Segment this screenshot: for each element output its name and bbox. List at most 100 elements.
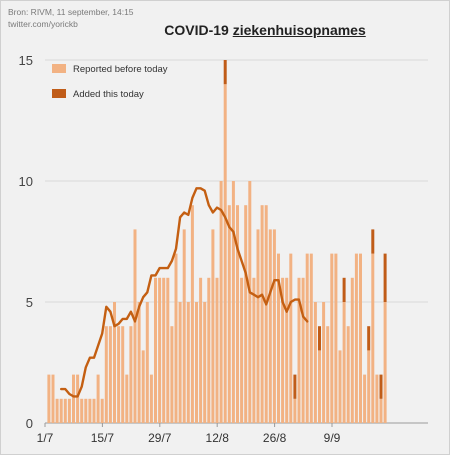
bar-reported: [162, 277, 166, 423]
bar-reported: [330, 253, 334, 423]
bar-reported: [63, 398, 67, 423]
bar-added: [223, 60, 227, 85]
bar-reported: [158, 277, 162, 423]
x-tick-label: 29/7: [148, 431, 172, 445]
bar-reported: [199, 277, 203, 423]
bar-reported: [84, 398, 88, 423]
y-tick-label: 0: [26, 416, 33, 431]
bar-reported: [313, 302, 317, 423]
bar-reported: [215, 277, 219, 423]
bar-reported: [92, 398, 96, 423]
x-tick-label: 26/8: [263, 431, 287, 445]
bar-reported: [182, 229, 186, 423]
bar-reported: [309, 253, 313, 423]
bar-reported: [166, 277, 170, 423]
bar-added: [383, 253, 387, 302]
bar-reported: [207, 277, 211, 423]
bar-reported: [67, 398, 71, 423]
bar-reported: [137, 302, 141, 423]
bar-reported: [231, 181, 235, 423]
legend-swatch: [52, 64, 66, 73]
bar-reported: [203, 302, 207, 423]
bar-reported: [149, 374, 153, 423]
y-tick-label: 5: [26, 295, 33, 310]
bar-reported: [268, 229, 272, 423]
bar-reported: [285, 277, 289, 423]
bar-reported: [129, 326, 133, 423]
x-tick-label: 9/9: [324, 431, 341, 445]
y-tick-label: 15: [19, 53, 33, 68]
chart-title-main: COVID-19: [164, 22, 229, 38]
bar-reported: [248, 181, 252, 423]
bar-added: [342, 277, 346, 302]
bar-reported: [359, 253, 362, 423]
bar-reported: [100, 398, 104, 423]
x-tick-label: 15/7: [91, 431, 115, 445]
bar-reported: [125, 374, 129, 423]
bar-reported: [190, 205, 194, 423]
y-tick-label: 10: [19, 174, 33, 189]
bar-reported: [223, 84, 227, 423]
bar-reported: [174, 253, 178, 423]
x-tick-label: 1/7: [37, 431, 54, 445]
bar-reported: [363, 374, 367, 423]
source-handle: twitter.com/yorickb: [8, 19, 78, 29]
bar-reported: [195, 302, 198, 423]
bar-reported: [96, 374, 100, 423]
x-tick-label: 12/8: [206, 431, 230, 445]
bar-reported: [240, 277, 244, 423]
bar-reported: [244, 205, 248, 423]
bar-reported: [367, 350, 371, 423]
legend-swatch: [52, 89, 66, 98]
bar-reported: [133, 229, 137, 423]
bar-reported: [354, 253, 358, 423]
bar-reported: [47, 374, 51, 423]
bar-reported: [88, 398, 92, 423]
bar-reported: [219, 181, 223, 423]
bar-reported: [305, 253, 309, 423]
bar-reported: [350, 277, 354, 423]
bar-reported: [170, 326, 174, 423]
legend-label: Added this today: [73, 89, 144, 100]
bar-reported: [104, 326, 108, 423]
bar-reported: [281, 277, 285, 423]
bar-reported: [375, 374, 379, 423]
bar-reported: [260, 205, 264, 423]
bar-reported: [383, 302, 387, 423]
bar-reported: [186, 302, 190, 423]
bar-reported: [346, 326, 350, 423]
bar-reported: [117, 326, 121, 423]
bar-reported: [145, 302, 149, 423]
bar-reported: [297, 277, 301, 423]
bar-reported: [301, 277, 305, 423]
bar-reported: [121, 326, 125, 423]
bar-reported: [342, 302, 346, 423]
bar-reported: [334, 253, 338, 423]
bar-added: [367, 326, 371, 351]
legend-label: Reported before today: [73, 64, 168, 75]
source-note: Bron: RIVM, 11 september, 14:15 twitter.…: [8, 6, 134, 30]
bar-reported: [322, 302, 326, 423]
bar-reported: [55, 398, 59, 423]
bar-reported: [76, 374, 80, 423]
source-line: Bron: RIVM, 11 september, 14:15: [8, 7, 134, 17]
bar-reported: [272, 229, 276, 423]
bar-reported: [277, 253, 280, 423]
bar-reported: [318, 350, 321, 423]
bar-reported: [80, 398, 84, 423]
bar-reported: [51, 374, 55, 423]
bar-reported: [293, 398, 297, 423]
bar-reported: [59, 398, 63, 423]
bar-reported: [289, 253, 293, 423]
chart-title: COVID-19 ziekenhuisopnames: [0, 22, 450, 38]
bar-reported: [264, 205, 268, 423]
bar-reported: [371, 253, 375, 423]
bar-reported: [326, 326, 330, 423]
bar-reported: [256, 229, 260, 423]
bar-added: [318, 326, 321, 351]
bar-added: [371, 229, 375, 254]
bar-reported: [338, 350, 342, 423]
chart-title-underlined: ziekenhuisopnames: [232, 22, 366, 38]
bar-reported: [379, 398, 383, 423]
